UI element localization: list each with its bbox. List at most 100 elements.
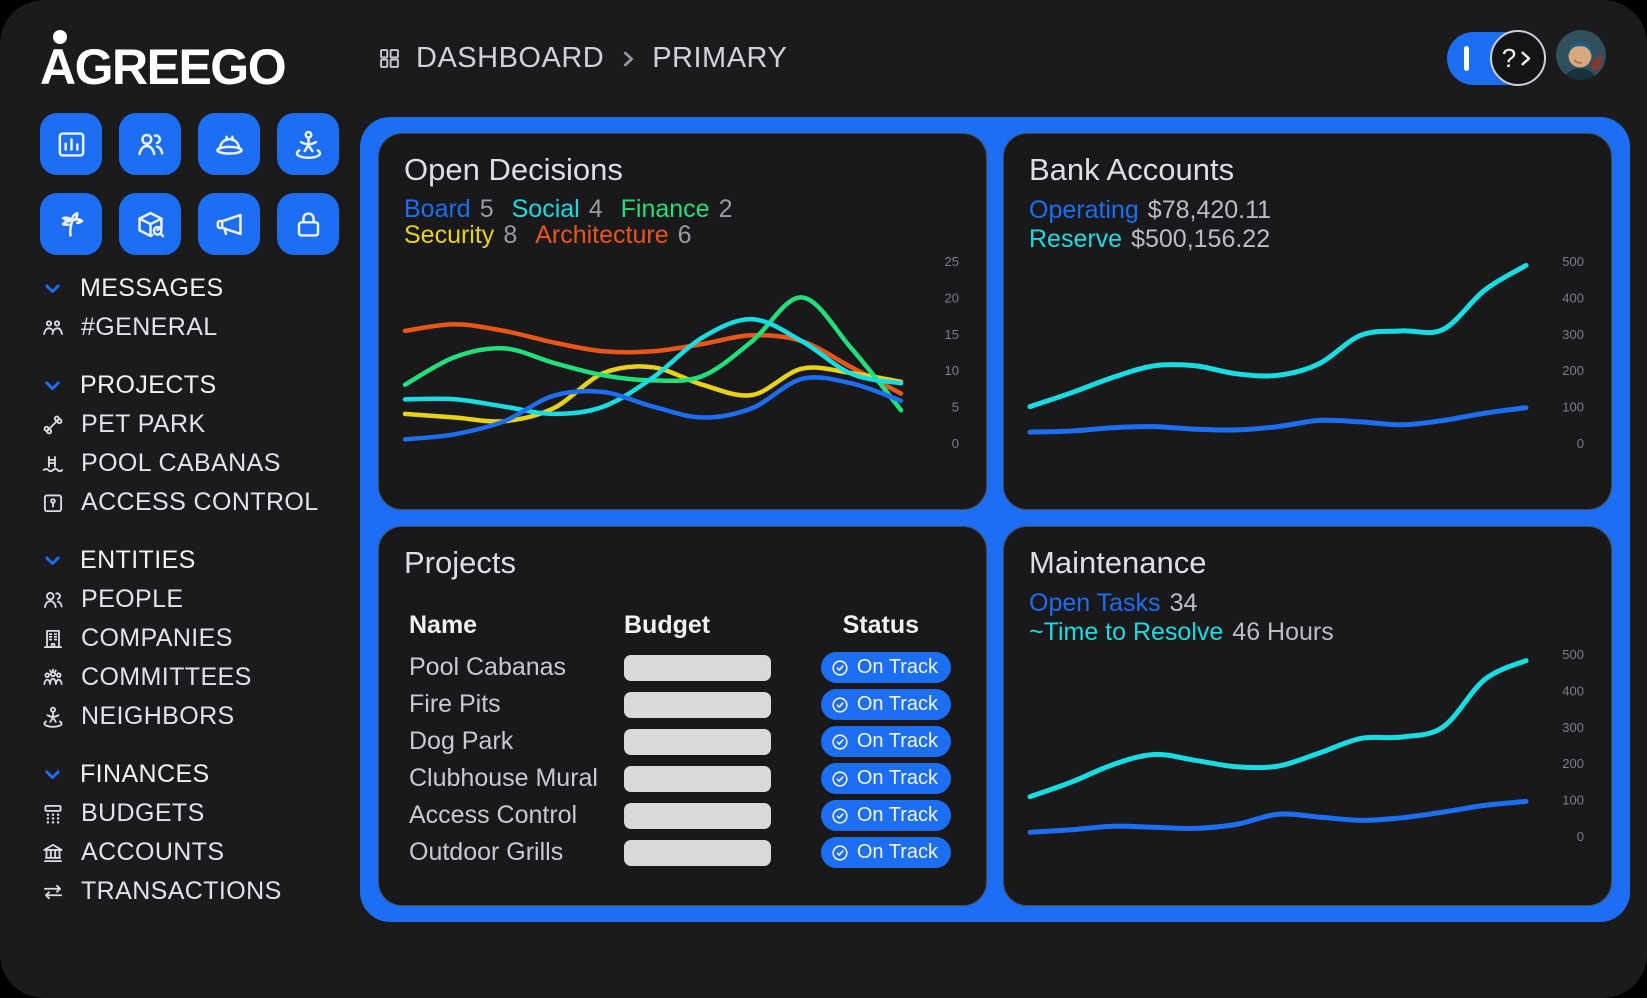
legend-label: Security bbox=[404, 221, 495, 249]
maintenance-summary: Open Tasks 34 ~Time to Resolve 46 Hours bbox=[1029, 589, 1334, 647]
quick-action-people[interactable] bbox=[119, 113, 181, 175]
y-axis-tick: 0 bbox=[1577, 829, 1584, 844]
project-name: Clubhouse Mural bbox=[409, 764, 598, 792]
quick-action-palm[interactable] bbox=[40, 193, 102, 255]
assistant-toggle[interactable]: ? bbox=[1447, 30, 1546, 87]
question-mark-icon: ? bbox=[1501, 42, 1517, 73]
sidebar-group-entities[interactable]: ENTITIES bbox=[40, 540, 345, 580]
app-logo[interactable]: AGREEGO bbox=[40, 30, 287, 92]
breadcrumb: DASHBOARD PRIMARY bbox=[376, 42, 787, 75]
pool-ladder-icon bbox=[42, 455, 64, 472]
box-search-icon bbox=[137, 211, 164, 237]
check-circle-icon bbox=[832, 733, 848, 750]
status-badge[interactable]: On Track bbox=[820, 763, 951, 794]
status-label: On Track bbox=[856, 767, 938, 789]
project-name: Access Control bbox=[409, 801, 578, 829]
projects-table: Name Budget Status Pool Cabanas On Track Fire… bbox=[409, 607, 951, 871]
y-axis-tick: 100 bbox=[1562, 400, 1584, 415]
y-axis-tick: 100 bbox=[1562, 793, 1584, 808]
sidebar-item-neighbors[interactable]: NEIGHBORS bbox=[40, 697, 345, 736]
breadcrumb-section[interactable]: DASHBOARD bbox=[416, 42, 605, 74]
column-header-status: Status bbox=[842, 610, 919, 639]
quick-action-report[interactable] bbox=[40, 113, 102, 175]
status-label: On Track bbox=[856, 656, 938, 678]
menu-group-finances: FINANCES BUDGETS ACCOUNTS TRANSACTIONS bbox=[40, 754, 345, 911]
series-line-operating bbox=[1027, 405, 1529, 435]
y-axis-tick: 0 bbox=[1577, 436, 1584, 451]
quick-action-neighbor[interactable] bbox=[277, 113, 339, 175]
status-badge[interactable]: On Track bbox=[820, 800, 951, 831]
project-name: Pool Cabanas bbox=[409, 653, 567, 681]
dashboard-grid-icon bbox=[380, 49, 399, 68]
status-badge[interactable]: On Track bbox=[820, 726, 951, 757]
y-axis-tick: 400 bbox=[1562, 683, 1584, 698]
sidebar-item-access-control[interactable]: ACCESS CONTROL bbox=[40, 483, 345, 522]
series-line-time-to-resolve bbox=[1027, 658, 1529, 800]
sidebar-item-label: ACCOUNTS bbox=[81, 838, 225, 866]
legend-item-architecture: Architecture 6 bbox=[535, 222, 691, 248]
open-decisions-legend: Board 5 Social 4 Finance 2 Security 8 Architectu… bbox=[404, 196, 744, 248]
y-axis-tick: 200 bbox=[1562, 363, 1584, 378]
sidebar-item-label: PEOPLE bbox=[81, 585, 184, 613]
sidebar-group-finances[interactable]: FINANCES bbox=[40, 754, 345, 794]
series-line-security bbox=[402, 364, 904, 424]
sidebar-item-accounts[interactable]: ACCOUNTS bbox=[40, 833, 345, 872]
project-row-fire-pits: Fire Pits On Track bbox=[409, 686, 951, 723]
y-axis-tick: 400 bbox=[1562, 290, 1584, 305]
sidebar-item-committees[interactable]: COMMITTEES bbox=[40, 658, 345, 697]
sidebar-item-companies[interactable]: COMPANIES bbox=[40, 619, 345, 658]
budget-progress-bar bbox=[624, 654, 771, 681]
sidebar-item-people[interactable]: PEOPLE bbox=[40, 580, 345, 619]
legend-value: 2 bbox=[718, 195, 733, 223]
status-badge[interactable]: On Track bbox=[820, 689, 951, 720]
legend-value: 8 bbox=[503, 221, 518, 249]
y-axis-tick: 300 bbox=[1562, 327, 1584, 342]
hardhat-icon bbox=[215, 135, 243, 155]
column-header-budget: Budget bbox=[624, 610, 711, 639]
y-axis-tick: 25 bbox=[945, 254, 959, 269]
sidebar-item-label: PET PARK bbox=[81, 410, 206, 438]
status-label: On Track bbox=[856, 730, 938, 752]
chevron-down-icon bbox=[45, 555, 60, 565]
series-line-architecture bbox=[402, 322, 904, 396]
check-circle-icon bbox=[832, 807, 848, 824]
sidebar-item-general[interactable]: #GENERAL bbox=[40, 308, 345, 347]
legend-item-social: Social 4 bbox=[512, 196, 603, 222]
quick-action-box-search[interactable] bbox=[119, 193, 181, 255]
quick-action-lock[interactable] bbox=[277, 193, 339, 255]
help-knob[interactable]: ? bbox=[1490, 30, 1546, 86]
summary-label: Open Tasks bbox=[1029, 589, 1161, 617]
sidebar-item-pool-cabanas[interactable]: POOL CABANAS bbox=[40, 444, 345, 483]
sidebar-group-projects[interactable]: PROJECTS bbox=[40, 365, 345, 405]
sidebar-item-budgets[interactable]: BUDGETS bbox=[40, 794, 345, 833]
sidebar-item-pet-park[interactable]: PET PARK bbox=[40, 405, 345, 444]
group-icon bbox=[43, 668, 63, 685]
quick-action-hardhat[interactable] bbox=[198, 113, 260, 175]
y-axis-tick: 500 bbox=[1562, 647, 1584, 662]
y-axis-tick: 5 bbox=[952, 400, 959, 415]
status-badge[interactable]: On Track bbox=[820, 837, 951, 868]
breadcrumb-page[interactable]: PRIMARY bbox=[652, 42, 788, 74]
sidebar-group-messages[interactable]: MESSAGES bbox=[40, 268, 345, 308]
series-line-finance bbox=[402, 295, 904, 413]
legend-value: 4 bbox=[588, 195, 603, 223]
card-title: Bank Accounts bbox=[1029, 152, 1235, 187]
check-circle-icon bbox=[832, 659, 848, 676]
chevron-down-icon bbox=[45, 283, 60, 293]
status-badge[interactable]: On Track bbox=[820, 652, 951, 683]
summary-value: $78,420.11 bbox=[1147, 196, 1272, 224]
project-name: Outdoor Grills bbox=[409, 838, 564, 866]
megaphone-icon bbox=[216, 213, 242, 235]
chevron-down-icon bbox=[45, 769, 60, 779]
user-avatar[interactable] bbox=[1556, 30, 1606, 80]
y-axis-tick: 500 bbox=[1562, 254, 1584, 269]
quick-action-megaphone[interactable] bbox=[198, 193, 260, 255]
chevron-down-icon bbox=[45, 380, 60, 390]
check-circle-icon bbox=[832, 696, 848, 713]
sidebar-item-transactions[interactable]: TRANSACTIONS bbox=[40, 872, 345, 911]
menu-group-projects: PROJECTS PET PARK POOL CABANAS ACCESS CONTR… bbox=[40, 365, 345, 522]
projects-card: Projects Name Budget Status Pool Cabanas On … bbox=[378, 526, 987, 906]
chevron-right-icon bbox=[624, 51, 634, 66]
open-decisions-card: Open Decisions Board 5 Social 4 Finance 2 Secu… bbox=[378, 133, 987, 510]
project-row-pool-cabanas: Pool Cabanas On Track bbox=[409, 649, 951, 686]
